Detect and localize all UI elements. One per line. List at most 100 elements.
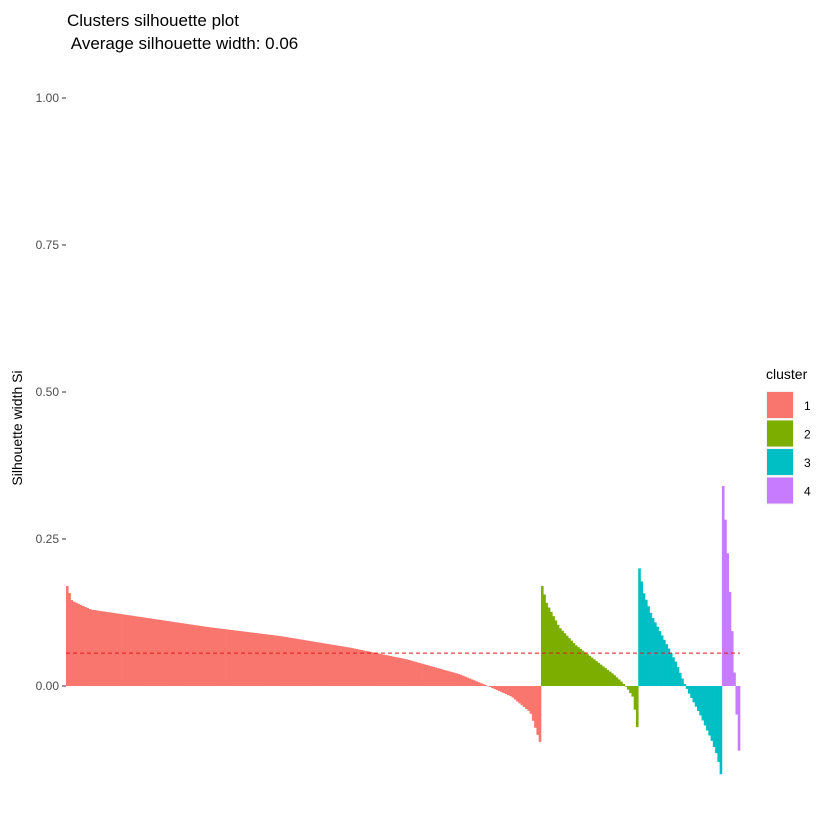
silhouette-bar	[710, 686, 714, 741]
legend-label-cluster-3: 3	[804, 456, 811, 470]
silhouette-bar	[344, 646, 347, 686]
silhouette-bar	[414, 661, 417, 686]
silhouette-bar	[676, 667, 680, 686]
silhouette-bar	[421, 663, 424, 686]
silhouette-bar	[222, 628, 225, 686]
silhouette-bar	[631, 686, 635, 697]
silhouette-bar	[665, 644, 668, 686]
silhouette-bar	[369, 651, 372, 686]
silhouette-bar	[697, 686, 700, 712]
cluster-3-bars	[638, 568, 723, 775]
silhouette-bar	[500, 686, 503, 693]
silhouette-bar	[516, 686, 519, 702]
silhouette-bar	[280, 636, 284, 686]
silhouette-bar	[183, 623, 187, 686]
silhouette-bar	[728, 591, 732, 686]
silhouette-bar	[468, 678, 472, 686]
silhouette-bar	[464, 676, 467, 686]
silhouette-bar	[502, 686, 506, 694]
silhouette-bar	[409, 660, 413, 686]
silhouette-bar	[145, 617, 148, 686]
silhouette-bar	[538, 686, 542, 742]
silhouette-bar	[455, 673, 458, 686]
silhouette-bar	[81, 605, 85, 686]
silhouette-bar	[547, 607, 551, 686]
silhouette-bar	[721, 486, 725, 686]
silhouette-bar	[477, 682, 481, 686]
silhouette-bar	[520, 686, 524, 706]
silhouette-bar	[491, 686, 494, 689]
silhouette-bar	[296, 639, 300, 686]
silhouette-bar	[570, 640, 573, 686]
silhouette-bar	[513, 686, 517, 700]
silhouette-bar	[337, 645, 341, 686]
silhouette-bar	[416, 662, 420, 686]
silhouette-bar	[339, 646, 343, 686]
silhouette-bar	[84, 606, 87, 686]
silhouette-bar	[622, 683, 625, 686]
silhouette-bar	[174, 622, 178, 686]
silhouette-bar	[588, 655, 592, 686]
silhouette-bar	[179, 622, 182, 686]
silhouette-bar	[683, 684, 687, 686]
silhouette-bar	[536, 686, 540, 735]
silhouette-bar	[380, 654, 383, 686]
silhouette-bar	[638, 568, 641, 686]
silhouette-bar	[448, 671, 451, 686]
silhouette-bar	[131, 615, 135, 686]
silhouette-bar	[242, 631, 246, 686]
silhouette-bar	[550, 611, 553, 686]
silhouette-bar	[694, 686, 698, 707]
silhouette-bar	[124, 614, 128, 686]
silhouette-bar	[427, 665, 431, 686]
silhouette-bar	[382, 654, 386, 686]
silhouette-bar	[629, 686, 632, 694]
silhouette-bar	[405, 659, 408, 686]
silhouette-bar	[154, 619, 157, 686]
cluster-4-bars	[721, 486, 741, 751]
silhouette-bar	[90, 609, 94, 686]
silhouette-bar	[724, 519, 727, 686]
silhouette-bar	[687, 686, 691, 694]
silhouette-bar	[703, 686, 707, 726]
legend-label-cluster-2: 2	[804, 428, 811, 442]
cluster-1-bars	[66, 586, 542, 742]
cluster-2-bars	[540, 586, 639, 728]
silhouette-bar	[608, 671, 612, 686]
y-tick-label: 0.25	[36, 532, 60, 546]
silhouette-bar	[371, 652, 374, 686]
silhouette-bar	[95, 610, 99, 686]
silhouette-bar	[350, 648, 354, 686]
silhouette-bar	[581, 650, 585, 686]
silhouette-bar	[292, 638, 295, 686]
silhouette-bar	[658, 631, 662, 686]
silhouette-bar	[199, 625, 203, 686]
silhouette-bar	[398, 657, 402, 686]
silhouette-bar	[504, 686, 508, 695]
silhouette-bar	[298, 639, 302, 686]
silhouette-bar	[672, 657, 675, 686]
silhouette-bar	[599, 664, 603, 686]
silhouette-bar	[430, 666, 433, 686]
silhouette-bar	[525, 686, 528, 709]
silhouette-bars	[66, 486, 741, 775]
silhouette-bar	[335, 645, 338, 686]
silhouette-bar	[104, 611, 108, 686]
silhouette-bar	[319, 642, 322, 686]
silhouette-bar	[115, 613, 119, 686]
silhouette-bar	[215, 628, 218, 686]
silhouette-bar	[384, 655, 388, 686]
silhouette-bar	[592, 659, 596, 686]
silhouette-bar	[224, 629, 227, 686]
silhouette-bar	[258, 633, 261, 686]
silhouette-bar	[133, 616, 137, 686]
silhouette-bar	[400, 658, 404, 686]
silhouette-bar	[301, 639, 304, 686]
silhouette-bar	[240, 631, 243, 686]
silhouette-bar	[425, 664, 429, 686]
silhouette-bar	[493, 686, 497, 690]
silhouette-bar	[574, 645, 578, 686]
silhouette-bar	[701, 686, 705, 721]
silhouette-bar	[434, 667, 438, 686]
